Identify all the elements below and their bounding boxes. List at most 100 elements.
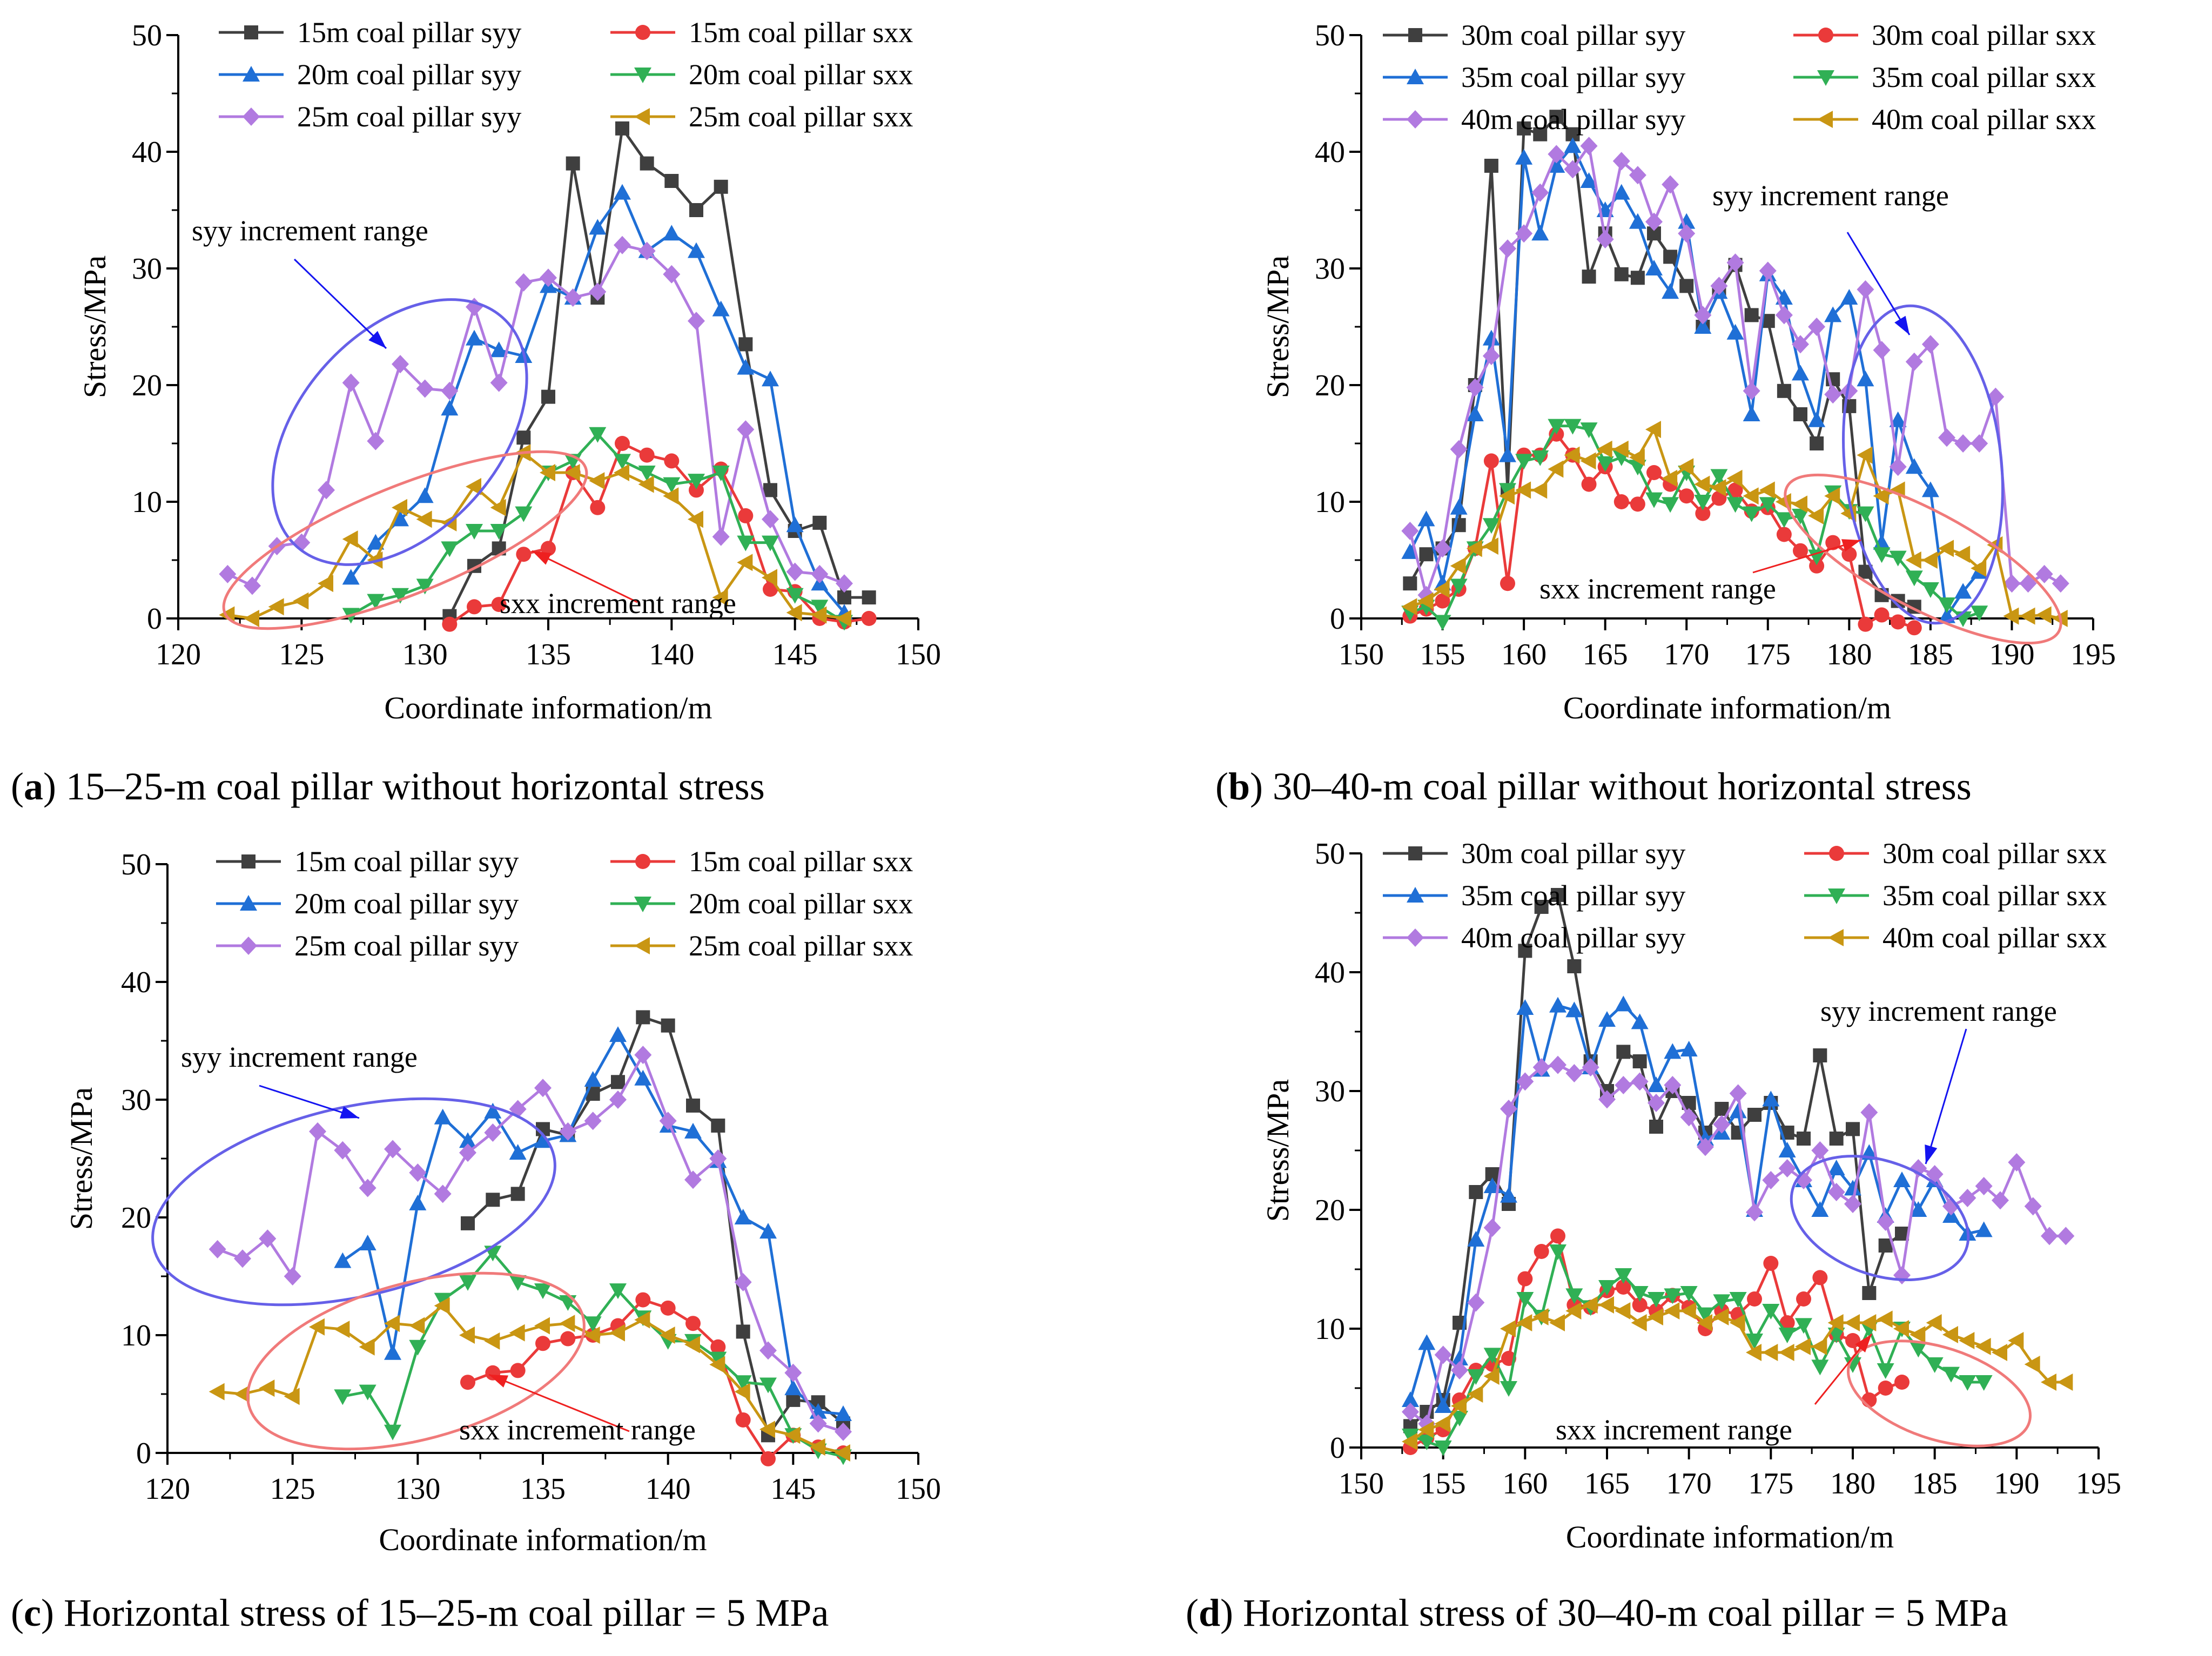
x-tick-label: 130 [395, 1472, 440, 1506]
data-point [688, 243, 705, 258]
legend-marker [1817, 111, 1833, 128]
data-point [566, 157, 580, 171]
data-point [1662, 175, 1679, 193]
data-point [342, 374, 360, 392]
legend-label: 25m coal pillar syy [297, 100, 521, 133]
data-point [467, 599, 482, 614]
chart-panel-b: 150 155 160 165 170 175 180 185 190 1950102030405… [1215, 19, 2116, 808]
figure: 120 125 130 135 140 145 15001020304050Coordina… [0, 0, 2212, 1656]
data-point [1582, 477, 1597, 492]
data-point [761, 1451, 776, 1466]
sxx-range-ellipse [205, 417, 606, 663]
data-point [1615, 267, 1629, 281]
legend-label: 30m coal pillar syy [1461, 19, 1685, 51]
legend-label: 35m coal pillar sxx [1882, 879, 2107, 912]
data-point [737, 359, 754, 375]
data-point [685, 1316, 701, 1331]
data-point [1450, 499, 1468, 515]
data-point [1549, 997, 1566, 1013]
data-point [1811, 1201, 1828, 1217]
data-point [244, 577, 261, 595]
legend-label: 35m coal pillar sxx [1872, 61, 2096, 93]
x-tick-label: 195 [2070, 638, 2116, 671]
legend-entry: 40m coal pillar sxx [1804, 921, 2107, 954]
data-point [1846, 1122, 1860, 1136]
caption-paren: ( [11, 1591, 24, 1634]
data-point [560, 1331, 575, 1347]
data-point [1779, 1142, 1796, 1157]
data-point [209, 1383, 225, 1401]
data-point [634, 1046, 651, 1064]
data-point [1959, 1189, 1976, 1207]
legend-label: 15m coal pillar sxx [689, 16, 913, 49]
data-point [1662, 497, 1679, 513]
data-point [1549, 1056, 1566, 1074]
legend-marker [634, 108, 650, 125]
y-tick-label: 20 [1315, 1194, 1345, 1227]
y-tick-label: 30 [1315, 252, 1345, 286]
data-point [534, 1283, 552, 1299]
data-point [1795, 1338, 1811, 1355]
data-point [1877, 1310, 1893, 1328]
data-point [559, 1315, 575, 1332]
data-point [1419, 547, 1433, 561]
data-point [1779, 1344, 1794, 1361]
data-point [1792, 365, 1809, 380]
data-point [664, 453, 679, 468]
data-point [1959, 1332, 1974, 1349]
data-point [2020, 608, 2035, 625]
data-point [2057, 1374, 2073, 1391]
caption-paren: ) [1250, 765, 1273, 808]
legend-entry: 15m coal pillar syy [216, 845, 519, 878]
data-point [1663, 250, 1677, 264]
caption-text: 30–40-m coal pillar without horizontal s… [1273, 765, 1972, 808]
data-point [1954, 434, 1972, 453]
y-tick-label: 30 [132, 252, 162, 286]
data-point [1483, 537, 1498, 555]
legend-entry: 15m coal pillar sxx [610, 845, 913, 878]
annotation-arrow-head [489, 1375, 508, 1388]
data-point [1779, 1328, 1796, 1343]
data-point [1975, 1338, 1991, 1355]
legend-label: 20m coal pillar syy [294, 887, 519, 920]
y-tick-label: 40 [121, 966, 151, 999]
data-point [1500, 576, 1515, 591]
data-point [1484, 453, 1499, 468]
data-point [416, 487, 434, 503]
data-point [409, 1317, 425, 1335]
annotation-arrow-head [1894, 316, 1910, 335]
legend-marker [240, 937, 257, 955]
caption-paren: ( [11, 765, 24, 808]
data-point [490, 374, 508, 392]
caption-letter: b [1228, 765, 1250, 808]
data-point [1860, 1103, 1878, 1122]
data-point [1777, 384, 1791, 398]
annotation-arrow-line [1926, 1029, 1966, 1164]
data-point [737, 554, 752, 571]
data-point [1615, 1302, 1630, 1320]
data-point [1810, 436, 1824, 450]
data-point [614, 236, 631, 254]
data-point [635, 1293, 650, 1308]
legend-entry: 35m coal pillar sxx [1804, 879, 2107, 912]
data-point [1680, 1041, 1698, 1056]
caption-letter: d [1199, 1591, 1220, 1634]
data-point [1418, 1334, 1435, 1350]
data-point [1483, 330, 1500, 346]
syy-annotation-label: syy increment range [192, 214, 428, 247]
x-tick-label: 185 [1912, 1467, 1958, 1500]
legend-label: 20m coal pillar sxx [689, 58, 913, 91]
data-point [1581, 452, 1596, 469]
data-point [1811, 1359, 1828, 1375]
y-tick-label: 10 [1315, 1312, 1345, 1346]
data-point [486, 1193, 500, 1207]
legend-entry: 30m coal pillar syy [1383, 19, 1685, 51]
data-point [460, 1375, 475, 1390]
data-point [759, 1223, 777, 1238]
data-point [441, 382, 458, 400]
x-axis-label: Coordinate information/m [1563, 690, 1891, 725]
data-point [309, 1122, 326, 1141]
data-point [509, 1324, 525, 1342]
caption-text: 15–25-m coal pillar without horizontal s… [66, 765, 765, 808]
x-tick-label: 175 [1745, 638, 1791, 671]
